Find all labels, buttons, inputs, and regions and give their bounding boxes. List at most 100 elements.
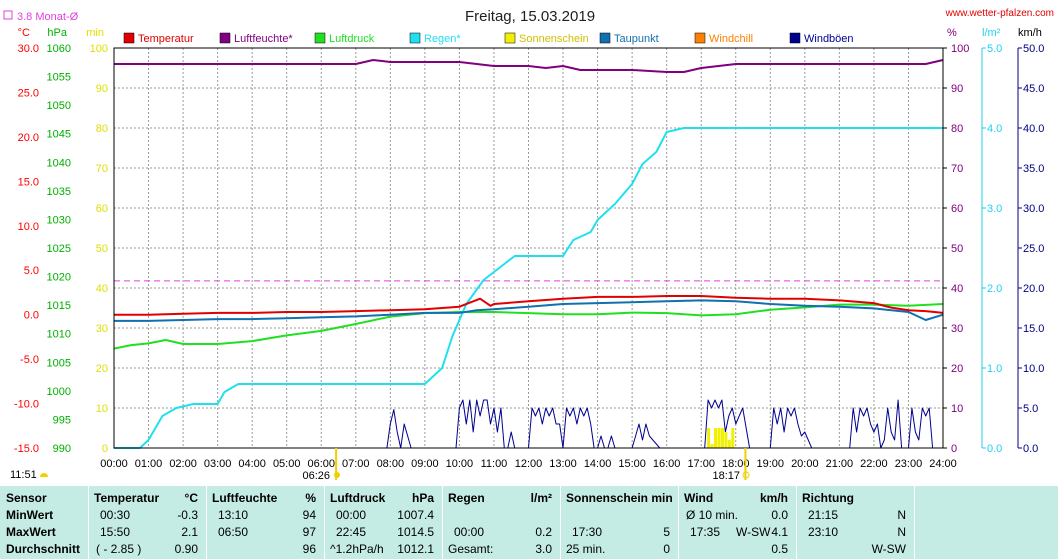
temperatur-avg-note: ( - 2.85 ) [96, 542, 142, 556]
kmh-tick-label: 25.0 [1023, 243, 1044, 255]
temperatur-column: Temperatur °C 00:30 -0.3 15:50 2.1 ( - 2.85… [94, 490, 202, 558]
legend-swatch [504, 32, 516, 44]
min-tick-label: 30 [96, 323, 108, 335]
luftfeuchte-max-time: 06:50 [218, 525, 249, 539]
min-tick-label: 20 [96, 363, 108, 375]
time-tick-label: 08:00 [377, 458, 405, 470]
luftdruck-min-value: 1007.4 [397, 508, 434, 522]
sonnenschein-bar [724, 432, 728, 448]
hpa-tick-label: 1025 [47, 243, 71, 255]
kmh-tick-label: 35.0 [1023, 163, 1044, 175]
luftdruck-header: Luftdruck [330, 491, 386, 505]
chart-title: Freitag, 15.03.2019 [465, 8, 595, 25]
legend-swatch [123, 32, 135, 44]
hpa-tick-label: 1000 [47, 386, 71, 398]
time-tick-label: 02:00 [169, 458, 197, 470]
kmh-tick-label: 20.0 [1023, 283, 1044, 295]
stats-table: Sensor MinWert MaxWert Durchschnitt Temp… [0, 486, 1058, 559]
chart-legend: Temperatur Luftfeuchte* Luftdruck Regen* Son… [123, 32, 854, 45]
pct-tick-label: 70 [951, 163, 963, 175]
series-line-luftdruck [113, 303, 944, 350]
luftfeuchte-unit: % [305, 491, 316, 505]
legend-swatch [219, 32, 231, 44]
sonnenschein-bar [727, 440, 731, 448]
luftdruck-avg-note: ^1.2hPa/h [330, 542, 384, 556]
chart-grid [114, 48, 943, 448]
temperatur-max-time: 15:50 [100, 525, 131, 539]
luftfeuchte-header: Luftfeuchte [212, 491, 278, 505]
time-tick-label: 09:00 [411, 458, 439, 470]
temperatur-header: Temperatur [94, 491, 160, 505]
sonnenschein-bar [707, 428, 711, 448]
min-tick-label: 100 [90, 43, 108, 55]
luftfeuchte-min-time: 13:10 [218, 508, 249, 522]
hpa-axis-unit: hPa [47, 27, 67, 39]
hpa-tick-label: 1055 [47, 72, 71, 84]
luftdruck-max-value: 1014.5 [397, 525, 434, 539]
chart-axes: 30.0 25.0 20.0 15.0 10.0 5.0 0.0 -5.0 -10.0 -15.0… [10, 27, 1044, 482]
hpa-tick-label: 1020 [47, 272, 71, 284]
monat-avg-label: 3.8 Monat-Ø [17, 11, 79, 23]
sonnenschein-bar [710, 444, 714, 448]
time-tick-label: 17:00 [687, 458, 715, 470]
series-line-regen [114, 127, 943, 449]
weather-chart: 30.0 25.0 20.0 15.0 10.0 5.0 0.0 -5.0 -10.0 -15.0… [3, 8, 1054, 482]
lm2-tick-label: 3.0 [987, 203, 1002, 215]
sonnenschein-avg-note: 25 min. [566, 542, 606, 556]
sonnenschein-avg-value: 0 [663, 542, 670, 556]
time-tick-label: 01:00 [135, 458, 163, 470]
sonnenschein-max-value: 5 [663, 525, 670, 539]
wind-min-note: Ø 10 min. [686, 508, 739, 522]
time-tick-label: 22:00 [860, 458, 888, 470]
legend-swatch [409, 32, 421, 44]
website-link[interactable]: www.wetter-pfalzen.com [945, 8, 1054, 19]
sun-icon [334, 472, 340, 478]
time-tick-label: 03:00 [204, 458, 232, 470]
temperatur-unit: °C [184, 491, 198, 505]
luftfeuchte-min-value: 94 [302, 508, 316, 522]
sonnenschein-max-time: 17:30 [572, 525, 603, 539]
series-line-windböen [114, 399, 943, 449]
richtung-min-direction: N [897, 508, 906, 522]
sonnenschein-bar [714, 428, 718, 448]
regen-max-time: 00:00 [454, 525, 485, 539]
hpa-tick-label: 1035 [47, 186, 71, 198]
richtung-min-time: 21:15 [808, 508, 839, 522]
series-line-luftfeuchte [114, 59, 944, 73]
wind-max-time: 17:35 [690, 525, 721, 539]
time-tick-label: 04:00 [238, 458, 266, 470]
regen-column: Regen l/m² 00:00 0.2 Gesamt: 3.0 [448, 490, 556, 558]
lm2-axis-unit: l/m² [982, 27, 1001, 39]
time-tick-label: 16:00 [653, 458, 681, 470]
hpa-tick-label: 1060 [47, 43, 71, 55]
richtung-column: Richtung 21:15 N 23:10 N W-SW [802, 490, 910, 558]
regen-avg-note: Gesamt: [448, 542, 494, 556]
temp-axis-unit: °C [18, 27, 30, 39]
luftdruck-min-time: 00:00 [336, 508, 367, 522]
minwert-label: MinWert [6, 508, 54, 522]
legend-item: Luftdruck [329, 33, 375, 45]
monat-avg-checkbox[interactable] [3, 10, 13, 20]
temp-tick-label: 20.0 [18, 132, 39, 144]
time-tick-label: 07:00 [342, 458, 370, 470]
maxwert-label: MaxWert [6, 525, 56, 539]
time-tick-label: 23:00 [895, 458, 923, 470]
pct-tick-label: 0 [951, 443, 957, 455]
hpa-tick-label: 1045 [47, 129, 71, 141]
regen-header: Regen [448, 491, 485, 505]
pct-tick-label: 20 [951, 363, 963, 375]
hpa-tick-label: 1015 [47, 300, 71, 312]
legend-item: Temperatur [138, 33, 194, 45]
sunrise-time: 06:26 [302, 470, 330, 482]
luftfeuchte-max-value: 97 [302, 525, 316, 539]
sunset-time: 18:17 [712, 470, 740, 482]
regen-total-value: 3.0 [535, 542, 552, 556]
temp-tick-label: -10.0 [14, 399, 39, 411]
hpa-tick-label: 995 [53, 414, 71, 426]
luftfeuchte-avg-value: 96 [302, 542, 316, 556]
kmh-tick-label: 45.0 [1023, 83, 1044, 95]
time-tick-label: 13:00 [549, 458, 577, 470]
chart-series [113, 59, 944, 449]
sensor-header: Sensor [6, 491, 47, 505]
kmh-tick-label: 50.0 [1023, 43, 1044, 55]
